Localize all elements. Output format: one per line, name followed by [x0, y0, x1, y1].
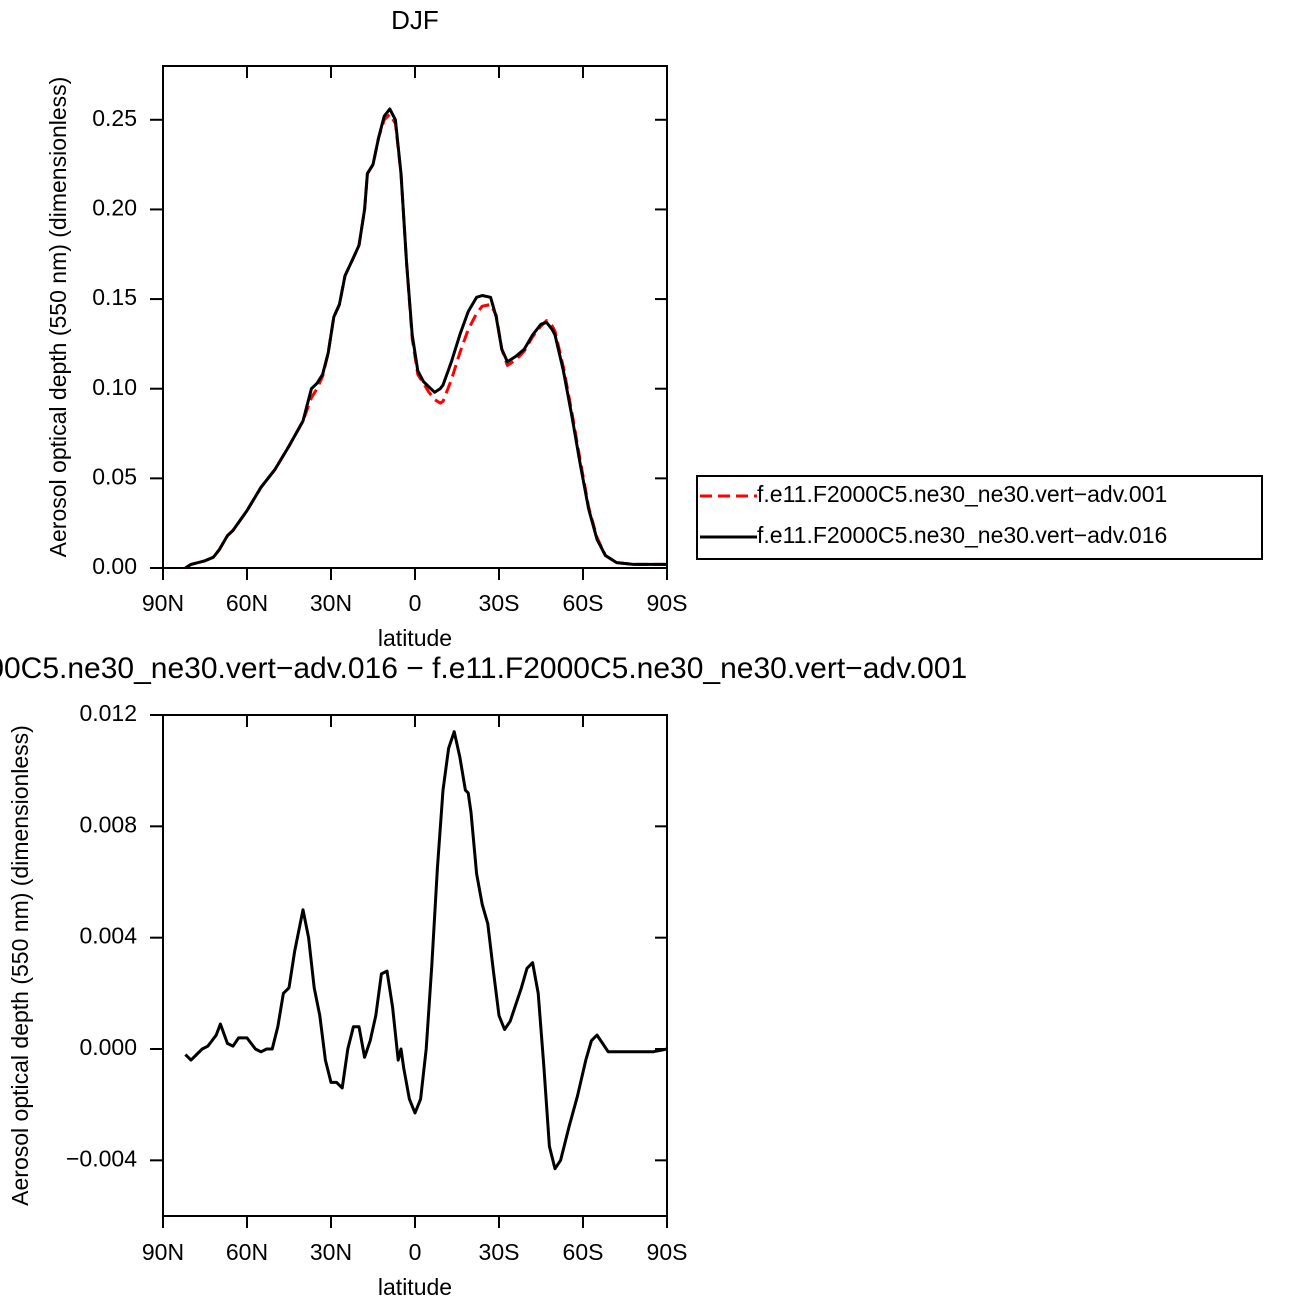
x-tick-label: 60N	[226, 1239, 268, 1265]
y-tick-label: 0.004	[79, 923, 137, 949]
x-tick-label: 90S	[647, 590, 688, 616]
legend-label: f.e11.F2000C5.ne30_ne30.vert−adv.001	[757, 481, 1167, 507]
x-tick-label: 0	[409, 1239, 422, 1265]
y-tick-label: 0.008	[79, 811, 137, 837]
x-tick-label: 90N	[142, 590, 184, 616]
series-line	[184, 730, 668, 1171]
y-tick-label: 0.20	[92, 195, 137, 221]
y-tick-label: 0.000	[79, 1034, 137, 1060]
x-tick-label: 90N	[142, 1239, 184, 1265]
y-tick-label: 0.05	[92, 463, 137, 489]
series-line	[184, 112, 667, 570]
plot-frame	[162, 65, 668, 569]
x-tick-label: 0	[409, 590, 422, 616]
legend-label: f.e11.F2000C5.ne30_ne30.vert−adv.016	[757, 522, 1167, 548]
x-tick-label: 30S	[479, 1239, 520, 1265]
y-tick-label: 0.012	[79, 700, 137, 726]
legend-box	[696, 475, 1263, 560]
y-axis-label: Aerosol optical depth (550 nm) (dimensio…	[7, 725, 33, 1206]
x-tick-label: 30N	[310, 590, 352, 616]
y-tick-label: 0.25	[92, 105, 137, 131]
y-tick-label: 0.00	[92, 553, 137, 579]
x-tick-label: 60N	[226, 590, 268, 616]
x-axis-label: latitude	[378, 1274, 452, 1300]
y-tick-label: 0.10	[92, 374, 137, 400]
chart-title: f.e11.F2000C5.ne30_ne30.vert−adv.016 − f…	[0, 652, 967, 685]
chart-title: DJF	[391, 5, 439, 35]
x-axis-label: latitude	[378, 625, 452, 651]
y-tick-label: −0.004	[66, 1145, 137, 1171]
y-axis-label: Aerosol optical depth (550 nm) (dimensio…	[45, 77, 71, 558]
plot-frame	[162, 714, 668, 1217]
x-tick-label: 90S	[647, 1239, 688, 1265]
x-tick-label: 30S	[479, 590, 520, 616]
x-tick-label: 60S	[563, 590, 604, 616]
x-tick-label: 30N	[310, 1239, 352, 1265]
y-tick-label: 0.15	[92, 284, 137, 310]
series-line	[184, 107, 667, 570]
x-tick-label: 60S	[563, 1239, 604, 1265]
